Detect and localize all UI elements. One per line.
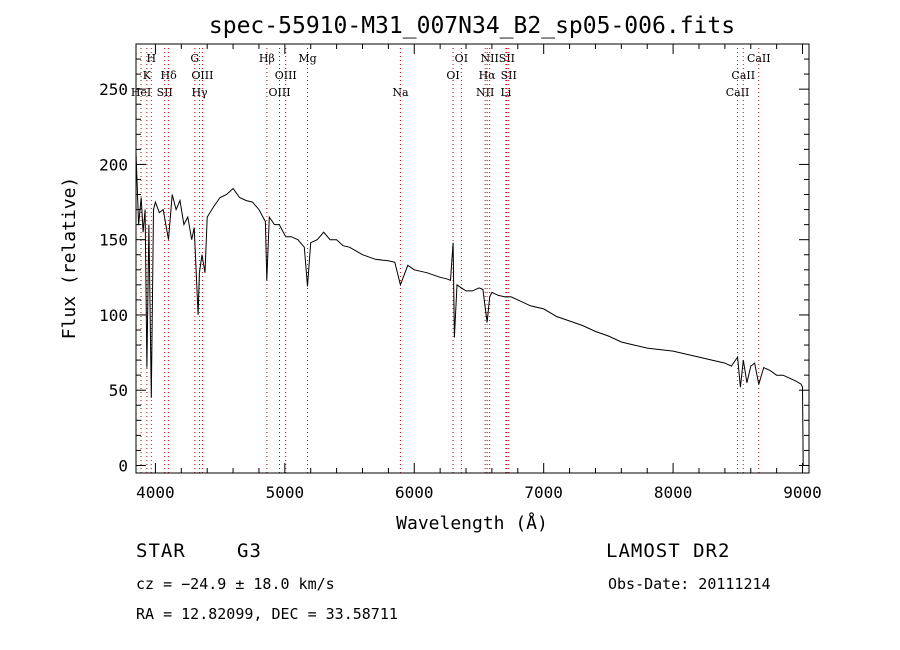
spectral-line-label: CaII	[731, 69, 755, 82]
subclass: G3	[237, 540, 262, 562]
spectral-line-label: NII	[476, 86, 494, 99]
spectral-line-label: OIII	[268, 86, 290, 99]
spectral-line-label: K	[143, 69, 152, 82]
coordinates: RA = 12.82099, DEC = 33.58711	[136, 605, 398, 623]
y-tick-label: 50	[109, 381, 128, 400]
spectral-line-label: SII	[499, 52, 515, 65]
spectral-line-label: SII	[501, 69, 517, 82]
x-tick-label: 5000	[266, 483, 305, 502]
spectral-line-label: Hβ	[259, 52, 275, 65]
y-tick-label: 0	[118, 456, 128, 475]
spectral-line-label: Hδ	[161, 69, 178, 82]
spectral-line-label: Na	[392, 86, 409, 99]
y-axis-label: Flux (relative)	[59, 177, 80, 340]
spectral-line-label: Li	[500, 86, 511, 99]
x-axis: 4000 5000 6000 7000 8000 9000	[136, 44, 822, 502]
x-tick-label: 4000	[136, 483, 175, 502]
y-tick-label: 150	[99, 231, 128, 250]
y-tick-label: 200	[99, 155, 128, 174]
x-tick-label: 8000	[654, 483, 693, 502]
obs-date: Obs-Date: 20111214	[608, 575, 771, 593]
spectrum-line	[135, 152, 804, 466]
spectral-line-label: HeI	[131, 86, 151, 99]
x-tick-label: 9000	[783, 483, 822, 502]
y-tick-label: 250	[99, 80, 128, 99]
spectral-line-label: OIII	[275, 69, 297, 82]
y-axis: 0 50 100 150 200 250	[99, 43, 809, 475]
object-class: STAR	[136, 540, 186, 562]
x-tick-label: 7000	[524, 483, 563, 502]
spectral-line-label: Hγ	[191, 86, 208, 99]
spectral-line-label: H	[146, 52, 156, 65]
x-axis-label: Wavelength (Å)	[396, 512, 548, 534]
y-tick-label: 100	[99, 306, 128, 325]
spectral-line-label: G	[190, 52, 199, 65]
plot-frame	[135, 43, 810, 474]
spectral-line-label: OIII	[191, 69, 213, 82]
spectral-line-label: NII	[481, 52, 499, 65]
spectral-line-label: OI	[455, 52, 468, 65]
spectral-line-label: Hα	[479, 69, 497, 82]
spectral-line-label: OI	[446, 69, 459, 82]
x-tick-label: 6000	[395, 483, 434, 502]
chart-title: spec-55910-M31_007N34_B2_sp05-006.fits	[209, 13, 735, 39]
spectral-line-label: SII	[157, 86, 173, 99]
spectral-line-label: CaII	[726, 86, 750, 99]
redshift-cz: cz = −24.9 ± 18.0 km/s	[136, 575, 335, 593]
survey-name: LAMOST DR2	[606, 540, 731, 562]
spectral-line-label: Mg	[298, 52, 316, 65]
spectral-line-label: CaII	[747, 52, 771, 65]
